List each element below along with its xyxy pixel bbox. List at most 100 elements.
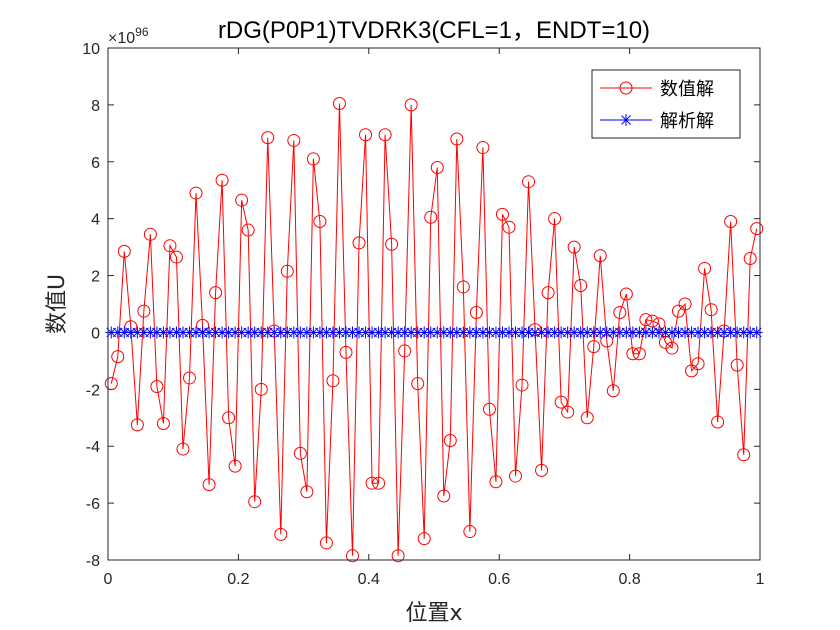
y-tick-label: 2 <box>91 269 100 286</box>
data-point <box>724 215 738 229</box>
data-point <box>189 186 203 200</box>
legend-box <box>591 69 741 139</box>
data-point <box>248 495 262 509</box>
data-point <box>632 347 646 361</box>
series-line <box>110 103 758 556</box>
data-point <box>404 98 418 112</box>
data-point <box>580 411 594 425</box>
data-point <box>104 377 118 391</box>
data-point <box>293 446 307 460</box>
data-point <box>313 215 327 229</box>
y-tick-label: -4 <box>86 439 100 456</box>
data-point <box>626 347 640 361</box>
data-point <box>274 527 288 541</box>
data-point <box>130 418 144 432</box>
y-tick-label: -2 <box>86 382 100 399</box>
data-point <box>176 442 190 456</box>
data-point <box>476 141 490 155</box>
x-tick-label: 0.6 <box>488 571 510 588</box>
data-point <box>737 448 751 462</box>
data-point <box>398 344 412 358</box>
plot-frame <box>107 47 761 561</box>
y-tick-label: 10 <box>82 41 100 58</box>
data-point <box>450 132 464 146</box>
data-point <box>326 374 340 388</box>
data-point <box>593 249 607 263</box>
data-point <box>391 549 405 563</box>
data-point <box>378 128 392 142</box>
legend-marker-numerical <box>619 81 633 95</box>
data-point <box>730 358 744 372</box>
data-point <box>228 459 242 473</box>
chart-title: rDG(P0P1)TVDRK3(CFL=1，ENDT=10) <box>218 17 650 44</box>
data-point <box>691 357 705 371</box>
data-point <box>137 304 151 318</box>
data-point <box>522 175 536 189</box>
x-tick-label: 0.8 <box>618 571 640 588</box>
data-point <box>319 536 333 550</box>
data-point <box>678 297 692 311</box>
data-point <box>515 378 529 392</box>
data-point <box>489 475 503 489</box>
legend-marker-analytical <box>620 114 632 126</box>
data-point <box>685 364 699 378</box>
data-point <box>743 251 757 265</box>
y-tick-label: -8 <box>86 553 100 570</box>
data-point <box>143 227 157 241</box>
data-point <box>554 395 568 409</box>
data-point <box>280 264 294 278</box>
data-point <box>202 478 216 492</box>
data-point <box>613 306 627 320</box>
data-point <box>463 525 477 539</box>
data-point <box>443 434 457 448</box>
y-multiplier: ×1096 <box>108 25 149 47</box>
data-point <box>215 173 229 187</box>
data-point <box>306 152 320 166</box>
data-point <box>209 286 223 300</box>
y-tick-label: 4 <box>91 212 100 229</box>
data-point <box>535 463 549 477</box>
x-tick-label: 0 <box>104 571 113 588</box>
data-point <box>424 210 438 224</box>
data-point <box>672 304 685 318</box>
y-tick-label: 6 <box>91 155 100 172</box>
y-tick-label: 8 <box>91 98 100 115</box>
data-point <box>548 212 562 226</box>
data-point <box>567 240 581 254</box>
data-point <box>254 382 268 396</box>
data-point <box>469 306 483 320</box>
y-multiplier-exponent: 96 <box>135 25 149 39</box>
data-point <box>417 532 431 546</box>
data-point <box>287 133 301 147</box>
series-1 <box>105 326 763 339</box>
data-point <box>704 303 718 317</box>
data-point <box>117 244 131 258</box>
data-point <box>587 340 601 354</box>
data-point <box>502 220 516 234</box>
data-point <box>385 237 399 251</box>
legend-label-numerical: 数值解 <box>660 79 714 100</box>
data-point <box>456 280 470 294</box>
data-point <box>235 193 249 207</box>
data-point <box>482 402 496 416</box>
data-point <box>156 416 170 430</box>
data-point <box>561 405 575 419</box>
y-multiplier-base: ×10 <box>108 30 135 47</box>
data-point <box>111 350 125 364</box>
data-point <box>711 415 725 429</box>
data-point <box>332 96 346 110</box>
data-point <box>619 287 633 301</box>
data-point <box>509 469 522 483</box>
x-tick-label: 0.4 <box>358 571 380 588</box>
data-point <box>411 377 425 391</box>
data-point <box>352 236 366 250</box>
data-point <box>430 160 444 174</box>
data-point <box>437 489 451 503</box>
data-point <box>222 411 236 425</box>
y-axis-label: 数值U <box>45 274 70 334</box>
legend: 数值解 解析解 <box>591 69 741 139</box>
data-point <box>541 286 555 300</box>
data-point <box>750 222 764 236</box>
